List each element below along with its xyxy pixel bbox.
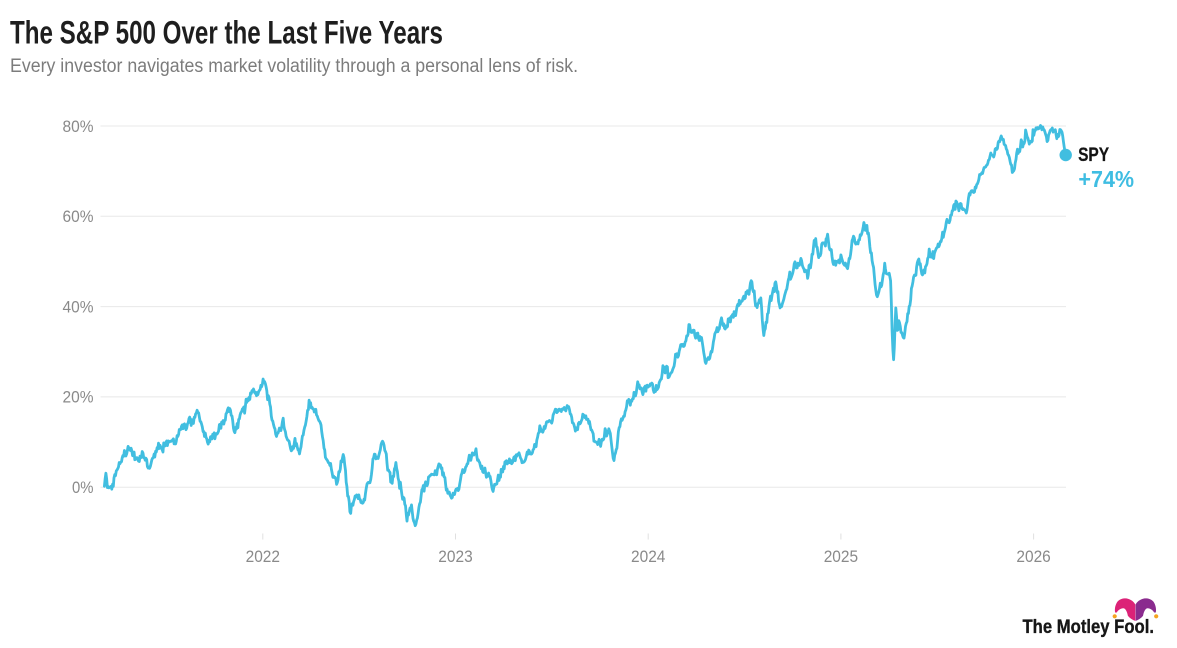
svg-text:2026: 2026 <box>1016 547 1050 566</box>
svg-text:2022: 2022 <box>246 547 280 566</box>
svg-text:20%: 20% <box>63 388 94 407</box>
svg-text:60%: 60% <box>63 207 94 226</box>
svg-text:SPY: SPY <box>1078 145 1109 166</box>
svg-text:80%: 80% <box>63 117 94 136</box>
svg-text:40%: 40% <box>63 297 94 316</box>
svg-text:0%: 0% <box>72 478 94 497</box>
svg-text:+74%: +74% <box>1078 166 1134 192</box>
svg-text:Every investor navigates marke: Every investor navigates market volatili… <box>10 56 578 77</box>
svg-text:The Motley Fool.: The Motley Fool. <box>1023 617 1155 638</box>
svg-text:2024: 2024 <box>631 547 665 566</box>
svg-text:2023: 2023 <box>438 547 472 566</box>
svg-text:The S&P 500 Over the Last Five: The S&P 500 Over the Last Five Years <box>10 15 443 51</box>
svg-text:2025: 2025 <box>824 547 858 566</box>
